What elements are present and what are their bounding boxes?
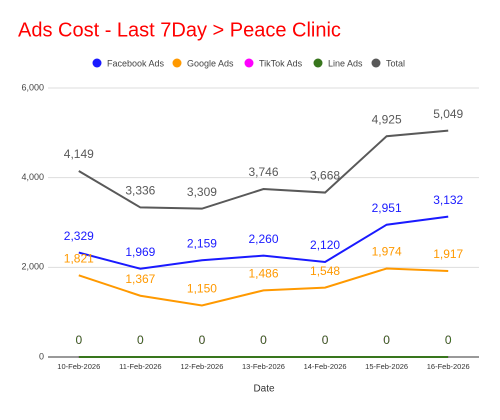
data-label: 1,367: [125, 272, 155, 286]
legend-marker: [92, 58, 102, 68]
data-label: 1,974: [372, 245, 402, 259]
data-label: 0: [260, 333, 267, 347]
data-label: 0: [75, 333, 82, 347]
x-tick-label: 12-Feb-2026: [180, 362, 223, 371]
data-label: 0: [445, 333, 452, 347]
data-label: 0: [445, 333, 452, 347]
data-label: 0: [260, 333, 267, 347]
data-label: 3,668: [310, 169, 340, 183]
data-label: 3,309: [187, 185, 217, 199]
data-label: 2,120: [310, 238, 340, 252]
x-tick-label: 11-Feb-2026: [119, 362, 161, 371]
chart-title: Ads Cost - Last 7Day > Peace Clinic: [18, 19, 341, 41]
data-label: 0: [322, 333, 329, 347]
data-label: 3,746: [248, 165, 278, 179]
legend-label: Facebook Ads: [107, 58, 165, 68]
data-label: 2,159: [187, 236, 217, 250]
data-label: 2,260: [248, 232, 278, 246]
data-label: 4,149: [64, 147, 94, 161]
series-line: [78, 129, 449, 210]
data-label: 1,486: [248, 267, 278, 281]
y-tick-label: 2,000: [21, 262, 44, 272]
data-label: 0: [75, 333, 82, 347]
x-axis-label: Date: [253, 384, 275, 395]
y-tick-label: 4,000: [21, 172, 44, 182]
legend-marker: [371, 58, 381, 68]
data-label: 1,969: [125, 245, 155, 259]
data-label: 1,917: [433, 247, 463, 261]
x-tick-label: 13-Feb-2026: [242, 362, 285, 371]
data-label: 5,049: [433, 107, 463, 121]
data-label: 3,336: [125, 184, 155, 198]
legend-label: TikTok Ads: [259, 58, 303, 68]
x-tick-label: 10-Feb-2026: [57, 362, 100, 371]
legend-marker: [313, 58, 323, 68]
series-line: [78, 267, 449, 307]
x-tick-label: 16-Feb-2026: [427, 362, 470, 371]
x-tick-label: 15-Feb-2026: [365, 362, 408, 371]
data-label: 4,925: [372, 112, 402, 126]
x-tick-label: 14-Feb-2026: [304, 362, 347, 371]
data-label: 0: [383, 333, 390, 347]
data-label: 0: [322, 333, 329, 347]
data-label: 1,150: [187, 282, 217, 296]
legend-marker: [172, 58, 182, 68]
data-label: 2,951: [372, 201, 402, 215]
data-label: 0: [383, 333, 390, 347]
legend-label: Line Ads: [328, 58, 363, 68]
y-tick-label: 0: [39, 351, 44, 361]
data-label: 0: [137, 333, 144, 347]
data-label: 0: [199, 333, 206, 347]
data-label: 0: [199, 333, 206, 347]
data-label: 0: [137, 333, 144, 347]
series-line: [78, 215, 449, 270]
legend-marker: [244, 58, 254, 68]
legend-label: Total: [386, 58, 405, 68]
legend-label: Google Ads: [187, 58, 234, 68]
y-tick-label: 6,000: [21, 82, 44, 92]
data-label: 1,821: [64, 252, 94, 266]
data-label: 1,548: [310, 264, 340, 278]
data-label: 3,132: [433, 193, 463, 207]
data-label: 2,329: [64, 229, 94, 243]
